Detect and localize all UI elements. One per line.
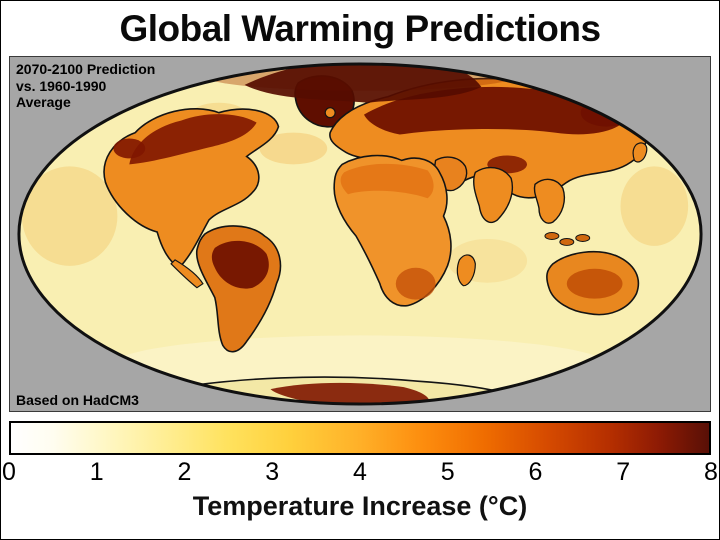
southeast-asia bbox=[533, 178, 566, 224]
tick-2: 2 bbox=[177, 458, 192, 486]
map-panel: 2070-2100 Prediction vs. 1960-1990 Avera… bbox=[9, 56, 711, 412]
japan bbox=[632, 142, 648, 163]
map-annotation-period: 2070-2100 Prediction vs. 1960-1990 Avera… bbox=[16, 61, 155, 111]
tick-6: 6 bbox=[528, 458, 543, 486]
central-america bbox=[170, 259, 204, 289]
siberia-hot-region bbox=[363, 86, 629, 135]
tick-1: 1 bbox=[89, 458, 104, 486]
colorbar: 0 1 2 3 4 5 6 7 8 bbox=[2, 421, 718, 487]
tick-7: 7 bbox=[616, 458, 631, 486]
australia-hot-region bbox=[566, 268, 623, 299]
indonesia-island-2 bbox=[559, 237, 575, 246]
india bbox=[473, 166, 514, 224]
british-isles bbox=[324, 107, 336, 119]
alaska-hot-region bbox=[113, 138, 146, 159]
annotation-line-2: vs. 1960-1990 bbox=[16, 77, 107, 94]
colorbar-ticks: 0 1 2 3 4 5 6 7 8 bbox=[2, 456, 718, 487]
colorbar-label: Temperature Increase (°C) bbox=[192, 491, 528, 521]
tick-8: 8 bbox=[704, 458, 718, 486]
annotation-line-1: 2070-2100 Prediction bbox=[16, 61, 156, 77]
world-map bbox=[17, 62, 703, 406]
madagascar bbox=[456, 254, 476, 287]
ocean-tint-pacific-east bbox=[620, 166, 689, 246]
annotation-line-3: Average bbox=[16, 94, 71, 111]
north-america-hot-region bbox=[129, 114, 257, 165]
indonesia-island-3 bbox=[575, 234, 591, 242]
ne-siberia-hot-region bbox=[580, 98, 633, 127]
antarctica-hot-region bbox=[270, 382, 430, 405]
tick-3: 3 bbox=[265, 458, 280, 486]
tick-5: 5 bbox=[440, 458, 455, 486]
arctic-hot-region bbox=[244, 63, 482, 103]
sahara-hot-region bbox=[340, 163, 434, 199]
ocean-tint-pacific-west bbox=[21, 166, 118, 266]
map-annotation-source: Based on HadCM3 bbox=[16, 392, 139, 408]
tick-4: 4 bbox=[353, 458, 367, 486]
amazon-hot-region bbox=[211, 240, 269, 289]
figure-title: Global Warming Predictions bbox=[119, 7, 601, 49]
southern-africa-hot-region bbox=[395, 267, 436, 300]
title-bar: Global Warming Predictions bbox=[1, 1, 719, 56]
colorbar-gradient bbox=[9, 421, 711, 455]
ocean-tint-north-atlantic bbox=[259, 132, 328, 165]
tick-0: 0 bbox=[2, 458, 16, 486]
indonesia-island-1 bbox=[544, 232, 560, 240]
globe-outline bbox=[17, 62, 703, 406]
